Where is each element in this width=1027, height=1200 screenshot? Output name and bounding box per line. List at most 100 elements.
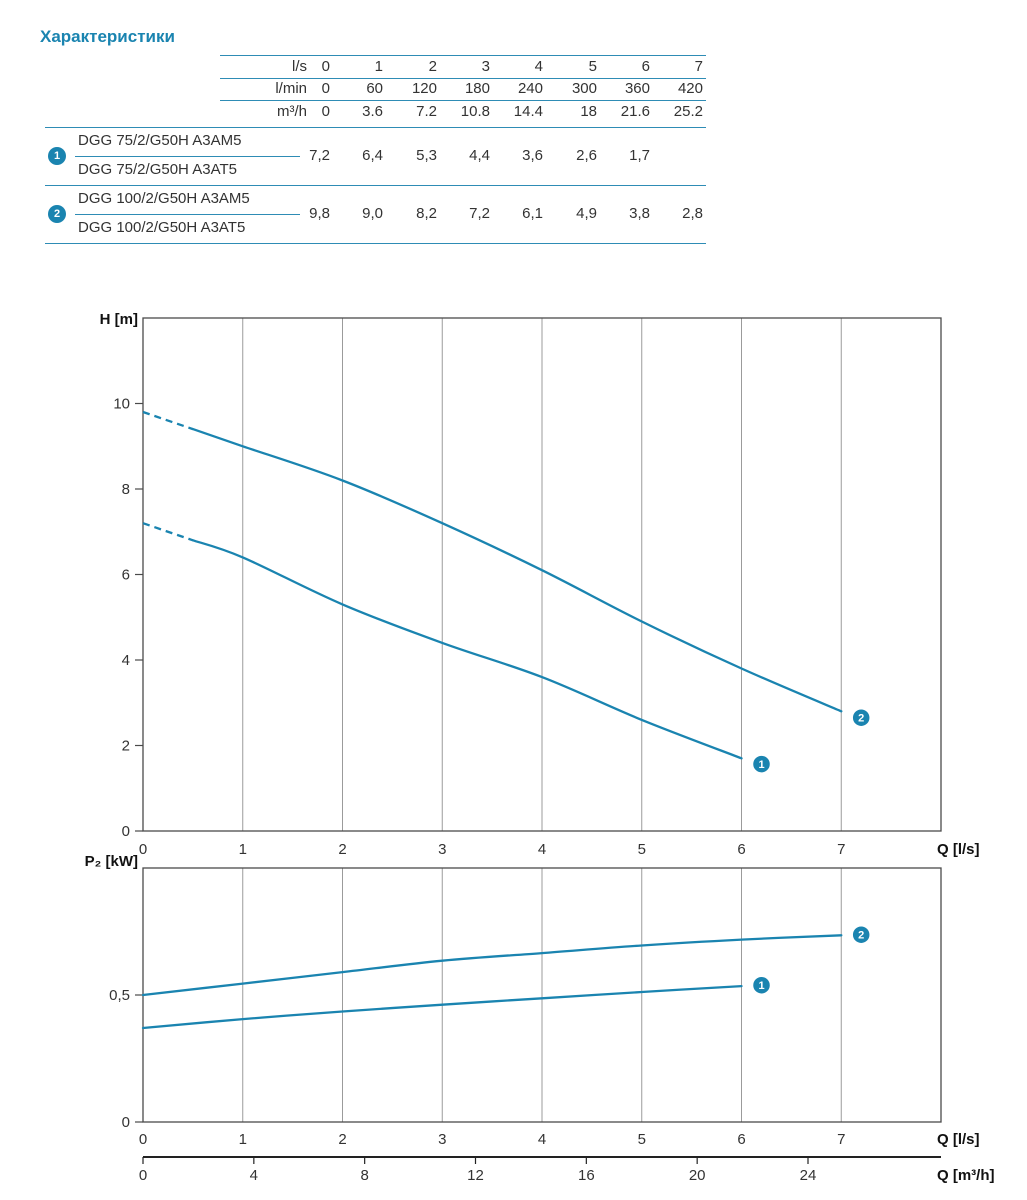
x2-tick-label: 12 [467, 1167, 484, 1184]
x2-tick-label: 4 [250, 1167, 258, 1184]
marker-circle [851, 924, 871, 945]
x-tick-label: 6 [737, 841, 745, 858]
unit-label: l/s [292, 58, 307, 75]
unit-value: 3.6 [362, 103, 383, 120]
page-title: Характеристики [40, 27, 175, 46]
group-badge: 2 [48, 205, 66, 223]
spec-value: 7,2 [469, 205, 490, 222]
model-name: DGG 75/2/G50H A3AM5 [78, 132, 242, 149]
spec-value: 3,8 [629, 205, 650, 222]
marker-circle [751, 754, 772, 774]
unit-value: 6 [641, 58, 650, 75]
model-name: DGG 100/2/G50H A3AT5 [78, 219, 246, 236]
x-tick-label: 0 [139, 1131, 147, 1148]
unit-value: 14.4 [513, 103, 543, 120]
table-rule [220, 100, 706, 101]
marker-label: 2 [858, 713, 864, 725]
unit-value: 0 [321, 103, 330, 120]
y-tick-label: 4 [122, 652, 130, 669]
group-badge: 1 [48, 147, 66, 165]
spec-value: 6,4 [362, 147, 383, 164]
x-tick-label: 2 [338, 841, 346, 858]
y-axis-title: P₂ [kW] [85, 853, 138, 870]
y-tick-label: 2 [122, 738, 130, 755]
unit-value: 4 [534, 58, 543, 75]
spec-value: 1,7 [629, 147, 650, 164]
spec-value: 2,6 [576, 147, 597, 164]
series-marker-1: 1 [751, 975, 772, 995]
unit-value: 2 [428, 58, 437, 75]
model-name: DGG 75/2/G50H A3AT5 [78, 161, 237, 178]
curve-dashed-2 [142, 410, 194, 431]
x2-tick-label: 8 [360, 1167, 368, 1184]
y-axis-title: H [m] [100, 311, 138, 328]
spec-value: 4,9 [576, 205, 597, 222]
spec-value: 5,3 [416, 147, 437, 164]
x-tick-label: 5 [638, 1131, 646, 1148]
marker-label: 1 [758, 980, 764, 992]
x2-tick-label: 0 [139, 1167, 147, 1184]
unit-value: 240 [517, 80, 543, 97]
table-rule [75, 214, 300, 215]
y-tick-label: 0 [122, 1114, 130, 1131]
y-tick-label: 0,5 [109, 987, 130, 1004]
unit-value: 360 [624, 80, 650, 97]
x-tick-label: 6 [737, 1131, 745, 1148]
unit-value: 21.6 [620, 103, 650, 120]
x-tick-label: 3 [438, 841, 446, 858]
marker-circle [851, 707, 871, 728]
curve-2 [141, 934, 843, 997]
x-tick-label: 7 [837, 1131, 845, 1148]
chart-1: 0 2 4 6 8 10 0 1 2 3 4 5 6 7 Q [l/s] H [m] 1 2 [100, 311, 980, 858]
curve-2 [191, 427, 843, 713]
unit-value: 25.2 [673, 103, 703, 120]
unit-value: 5 [588, 58, 597, 75]
unit-value: 7.2 [416, 103, 437, 120]
table-rule [45, 127, 706, 128]
curve-dashed-1 [142, 522, 194, 542]
unit-value: 180 [464, 80, 490, 97]
model-name: DGG 100/2/G50H A3AM5 [78, 190, 250, 207]
table-rule [75, 156, 300, 157]
series-marker-2: 2 [851, 924, 871, 945]
unit-value: 0 [321, 80, 330, 97]
x-axis-title: Q [l/s] [937, 841, 980, 858]
spec-value: 4,4 [469, 147, 490, 164]
unit-value: 18 [580, 103, 597, 120]
x2-tick-label: 20 [689, 1167, 706, 1184]
x-tick-label: 5 [638, 841, 646, 858]
marker-circle [751, 975, 772, 995]
spec-value: 9,8 [309, 205, 330, 222]
x2-axis-title: Q [m³/h] [937, 1167, 995, 1184]
table-rule [45, 185, 706, 186]
x2-tick-label: 24 [800, 1167, 817, 1184]
series-marker-1: 1 [751, 754, 772, 774]
x-tick-label: 7 [837, 841, 845, 858]
spec-value: 9,0 [362, 205, 383, 222]
series-marker-2: 2 [851, 707, 871, 728]
curve-1 [141, 984, 743, 1030]
spec-value: 6,1 [522, 205, 543, 222]
x-tick-label: 3 [438, 1131, 446, 1148]
y-tick-label: 10 [113, 396, 130, 413]
unit-value: 0 [321, 58, 330, 75]
spec-value: 3,6 [522, 147, 543, 164]
unit-label: l/min [275, 80, 307, 97]
spec-value: 2,8 [682, 205, 703, 222]
curve-1 [191, 539, 743, 760]
marker-label: 1 [758, 759, 764, 771]
unit-label: m³/h [277, 103, 307, 120]
unit-value: 120 [411, 80, 437, 97]
unit-value: 420 [677, 80, 703, 97]
table-rule [45, 243, 706, 244]
x-tick-label: 1 [239, 841, 247, 858]
spec-value: 7,2 [309, 147, 330, 164]
marker-label: 2 [858, 930, 864, 942]
y-tick-label: 0 [122, 823, 130, 840]
table-rule [220, 78, 706, 79]
unit-value: 1 [374, 58, 383, 75]
y-tick-label: 6 [122, 567, 130, 584]
chart-2: 00,50 1 2 3 4 5 6 7 Q [l/s]P₂ [kW]0 4 8 12 16 20 24 Q [… [85, 853, 995, 1184]
